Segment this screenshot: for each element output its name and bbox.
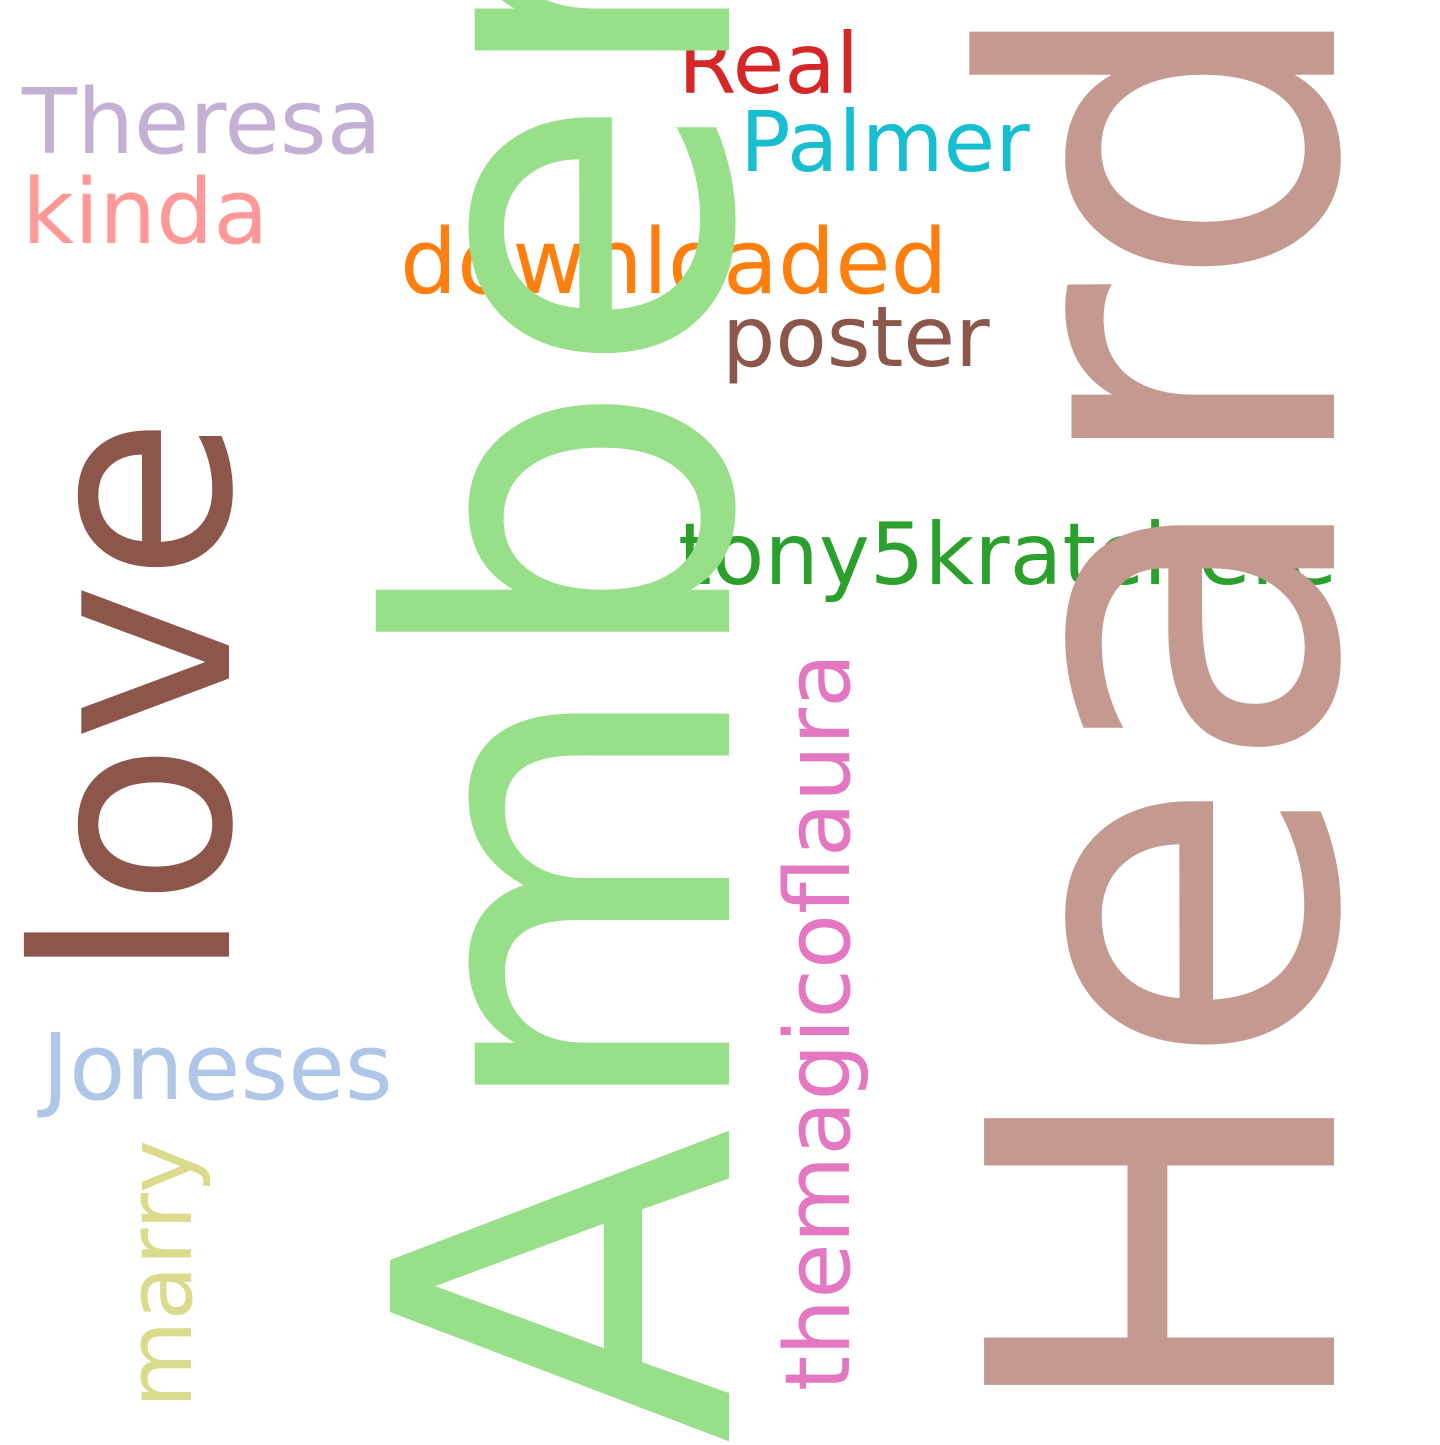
word-tony5kratchere: tony5kratchere (678, 505, 1338, 605)
word-marry: marry (108, 1139, 213, 1409)
word-heard: Heard (889, 0, 1440, 1432)
word-palmer: Palmer (740, 93, 1030, 191)
word-theresa: Theresa (22, 70, 382, 175)
word-love: love (0, 415, 293, 983)
word-downloaded: downloaded (400, 210, 948, 315)
word-themagicoflaura: themagicoflaura (766, 652, 871, 1392)
word-amber: Amber (297, 0, 839, 1445)
word-real: Real (678, 15, 860, 113)
word-poster: poster (722, 288, 990, 386)
word-kinda: kinda (22, 160, 269, 265)
word-joneses: Joneses (42, 1014, 393, 1121)
